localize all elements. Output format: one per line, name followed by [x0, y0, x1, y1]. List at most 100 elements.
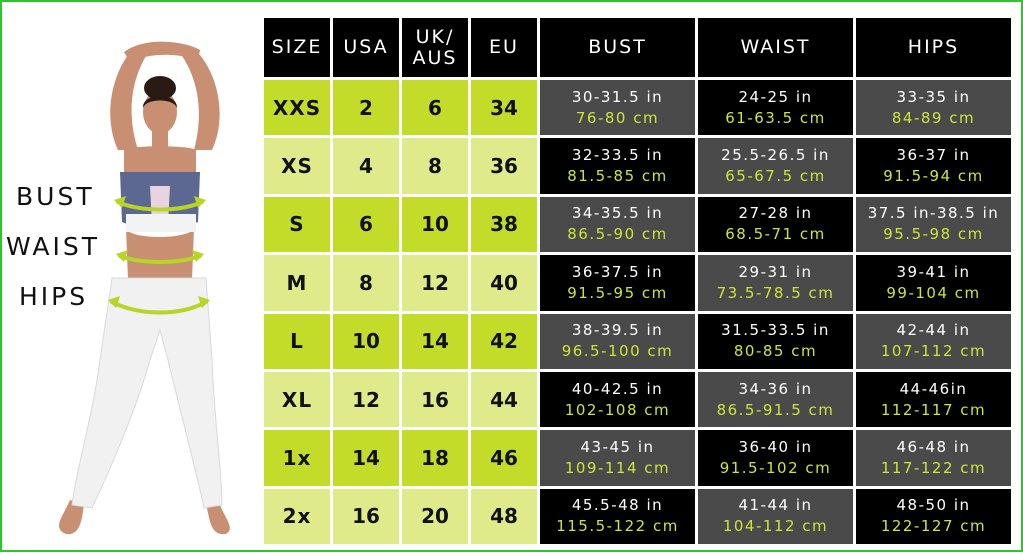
hips-centimeters: 117-122 cm — [880, 458, 987, 477]
usa-cell: 4 — [333, 138, 399, 194]
header-hips: HIPS — [856, 18, 1011, 77]
hips-centimeters: 122-127 cm — [880, 517, 987, 536]
table-row: L 10 14 42 38-39.5 in 96.5-100 cm 31.5-33.5 in… — [264, 313, 1011, 369]
size-cell: XXS — [264, 80, 330, 136]
eu-cell: 40 — [471, 255, 537, 311]
hips-cell: 33-35 in 84-89 cm — [856, 80, 1011, 136]
hips-inches: 36-37 in — [896, 146, 971, 165]
table-row: M 8 12 40 36-37.5 in 91.5-95 cm 29-31 in 73.5-7… — [264, 255, 1011, 311]
bust-centimeters: 86.5-90 cm — [567, 225, 668, 244]
waist-cell: 27-28 in 68.5-71 cm — [698, 196, 853, 253]
waist-centimeters: 104-112 cm — [722, 517, 829, 536]
bust-inches: 38-39.5 in — [571, 321, 664, 340]
header-usa: USA — [333, 18, 399, 77]
hips-cell: 42-44 in 107-112 cm — [856, 313, 1011, 369]
hips-inches: 37.5 in-38.5 in — [867, 204, 1000, 223]
waist-inches: 34-36 in — [738, 379, 813, 398]
hips-cell: 48-50 in 122-127 cm — [856, 488, 1011, 544]
size-cell: M — [264, 255, 330, 311]
bust-inches: 36-37.5 in — [571, 262, 664, 281]
waist-inches: 25.5-26.5 in — [721, 146, 830, 165]
eu-cell: 46 — [471, 430, 537, 486]
waist-centimeters: 80-85 cm — [733, 342, 818, 361]
waist-inches: 29-31 in — [738, 262, 813, 281]
waist-inches: 24-25 in — [738, 87, 813, 106]
size-cell: 2x — [264, 488, 330, 544]
waist-inches: 27-28 in — [738, 204, 813, 223]
hips-cell: 46-48 in 117-122 cm — [856, 430, 1011, 486]
waist-cell: 34-36 in 86.5-91.5 cm — [698, 371, 853, 428]
hips-label: HIPS — [19, 282, 89, 311]
hips-centimeters: 112-117 cm — [880, 400, 987, 419]
hips-cell: 36-37 in 91.5-94 cm — [856, 138, 1011, 194]
hips-inches: 48-50 in — [896, 496, 971, 515]
size-cell: L — [264, 313, 330, 369]
waist-inches: 31.5-33.5 in — [721, 321, 830, 340]
bust-label: BUST — [16, 182, 95, 211]
waist-centimeters: 86.5-91.5 cm — [716, 400, 835, 419]
waist-centimeters: 91.5-102 cm — [719, 458, 832, 477]
table-row: S 6 10 38 34-35.5 in 86.5-90 cm 27-28 in 68.5-7… — [264, 196, 1011, 253]
bust-inches: 40-42.5 in — [571, 379, 664, 398]
eu-cell: 38 — [471, 196, 537, 253]
eu-cell: 48 — [471, 488, 537, 544]
bust-cell: 30-31.5 in 76-80 cm — [540, 80, 695, 136]
size-chart-table: SIZE USA UK/ AUS EU BUST WAIST HIPS XXS 2… — [261, 15, 1014, 547]
size-cell: XS — [264, 138, 330, 194]
usa-cell: 2 — [333, 80, 399, 136]
waist-centimeters: 61-63.5 cm — [725, 108, 826, 127]
hips-inches: 42-44 in — [896, 321, 971, 340]
bust-inches: 30-31.5 in — [571, 87, 664, 106]
hips-cell: 39-41 in 99-104 cm — [856, 255, 1011, 311]
header-waist: WAIST — [698, 18, 853, 77]
table-row: XXS 2 6 34 30-31.5 in 76-80 cm 24-25 in 61-63.5… — [264, 80, 1011, 136]
bust-centimeters: 76-80 cm — [575, 108, 660, 127]
bust-centimeters: 91.5-95 cm — [567, 283, 668, 302]
hips-inches: 39-41 in — [896, 262, 971, 281]
uk-aus-cell: 16 — [402, 371, 468, 428]
hips-centimeters: 91.5-94 cm — [883, 167, 984, 186]
model-illustration — [58, 41, 230, 535]
bust-centimeters: 115.5-122 cm — [556, 517, 679, 536]
bust-inches: 32-33.5 in — [571, 146, 664, 165]
bust-centimeters: 109-114 cm — [564, 458, 671, 477]
uk-aus-cell: 6 — [402, 80, 468, 136]
hips-cell: 44-46in 112-117 cm — [856, 371, 1011, 428]
eu-cell: 36 — [471, 138, 537, 194]
hips-cell: 37.5 in-38.5 in 95.5-98 cm — [856, 196, 1011, 253]
hips-inches: 33-35 in — [896, 87, 971, 106]
hips-centimeters: 95.5-98 cm — [883, 225, 984, 244]
hips-inches: 44-46in — [899, 379, 968, 398]
hips-centimeters: 107-112 cm — [880, 342, 987, 361]
bust-centimeters: 102-108 cm — [564, 400, 671, 419]
waist-cell: 29-31 in 73.5-78.5 cm — [698, 255, 853, 311]
bust-cell: 36-37.5 in 91.5-95 cm — [540, 255, 695, 311]
usa-cell: 10 — [333, 313, 399, 369]
uk-aus-cell: 14 — [402, 313, 468, 369]
waist-cell: 25.5-26.5 in 65-67.5 cm — [698, 138, 853, 194]
waist-cell: 31.5-33.5 in 80-85 cm — [698, 313, 853, 369]
bust-inches: 45.5-48 in — [571, 496, 664, 515]
waist-label: WAIST — [6, 232, 100, 261]
bust-cell: 38-39.5 in 96.5-100 cm — [540, 313, 695, 369]
size-cell: 1x — [264, 430, 330, 486]
table-row: XL 12 16 44 40-42.5 in 102-108 cm 34-36 in 86.5… — [264, 371, 1011, 428]
bust-cell: 45.5-48 in 115.5-122 cm — [540, 488, 695, 544]
waist-centimeters: 73.5-78.5 cm — [716, 283, 835, 302]
waist-cell: 36-40 in 91.5-102 cm — [698, 430, 853, 486]
usa-cell: 14 — [333, 430, 399, 486]
usa-cell: 12 — [333, 371, 399, 428]
table-row: XS 4 8 36 32-33.5 in 81.5-85 cm 25.5-26.5 in 65… — [264, 138, 1011, 194]
eu-cell: 42 — [471, 313, 537, 369]
hips-centimeters: 99-104 cm — [886, 283, 981, 302]
header-row: SIZE USA UK/ AUS EU BUST WAIST HIPS — [264, 18, 1011, 77]
hips-centimeters: 84-89 cm — [891, 108, 976, 127]
waist-centimeters: 68.5-71 cm — [725, 225, 826, 244]
waist-cell: 41-44 in 104-112 cm — [698, 488, 853, 544]
waist-cell: 24-25 in 61-63.5 cm — [698, 80, 853, 136]
uk-aus-cell: 10 — [402, 196, 468, 253]
eu-cell: 34 — [471, 80, 537, 136]
waist-inches: 36-40 in — [738, 437, 813, 456]
usa-cell: 8 — [333, 255, 399, 311]
